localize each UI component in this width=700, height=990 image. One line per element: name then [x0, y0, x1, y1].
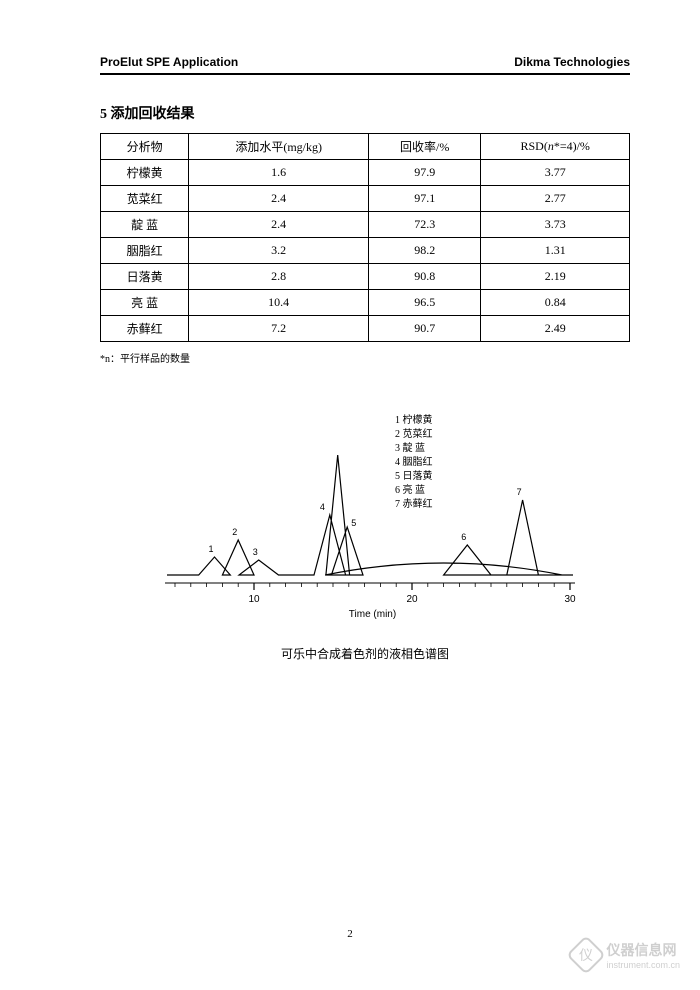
- table-cell: 1.6: [189, 160, 369, 186]
- table-cell: 2.77: [481, 186, 630, 212]
- svg-text:2: 2: [232, 527, 237, 537]
- svg-text:7: 7: [517, 487, 522, 497]
- table-cell: 72.3: [369, 212, 481, 238]
- table-cell: 10.4: [189, 290, 369, 316]
- page-header: ProElut SPE Application Dikma Technologi…: [100, 55, 630, 75]
- section-title: 5 添加回收结果: [100, 103, 630, 123]
- svg-text:1 柠檬黄: 1 柠檬黄: [395, 413, 433, 426]
- table-cell: 日落黄: [101, 264, 189, 290]
- svg-text:4: 4: [320, 502, 325, 512]
- svg-text:10: 10: [248, 594, 260, 605]
- table-cell: 90.7: [369, 316, 481, 342]
- table-header-row: 分析物 添加水平(mg/kg) 回收率/% RSD(n*=4)/%: [101, 134, 630, 160]
- table-row: 日落黄2.890.82.19: [101, 264, 630, 290]
- svg-text:6: 6: [461, 532, 466, 542]
- table-cell: 96.5: [369, 290, 481, 316]
- svg-text:1: 1: [209, 544, 214, 554]
- table-footnote: *n：平行样品的数量: [100, 350, 630, 365]
- watermark: 仪 仪器信息网 instrument.com.cn: [572, 940, 680, 970]
- table-cell: 2.4: [189, 212, 369, 238]
- col-spike: 添加水平(mg/kg): [189, 134, 369, 160]
- svg-text:2 苋菜红: 2 苋菜红: [395, 427, 433, 440]
- chart-caption: 可乐中合成着色剂的液相色谱图: [281, 645, 449, 662]
- chromatogram-chart: 10 20 30 Time (min) 1 2 3 4 5 6 7 1 柠檬黄2 苋菜红3 靛 蓝4 …: [100, 405, 630, 662]
- table-row: 亮 蓝10.496.50.84: [101, 290, 630, 316]
- header-left: ProElut SPE Application: [100, 55, 238, 69]
- table-cell: 2.8: [189, 264, 369, 290]
- table-cell: 亮 蓝: [101, 290, 189, 316]
- col-rsd: RSD(n*=4)/%: [481, 134, 630, 160]
- watermark-sub: instrument.com.cn: [606, 960, 680, 970]
- table-cell: 苋菜红: [101, 186, 189, 212]
- table-cell: 2.4: [189, 186, 369, 212]
- svg-text:7 赤藓红: 7 赤藓红: [395, 497, 433, 510]
- table-cell: 2.19: [481, 264, 630, 290]
- table-cell: 7.2: [189, 316, 369, 342]
- svg-text:30: 30: [564, 594, 576, 605]
- col-analyte: 分析物: [101, 134, 189, 160]
- watermark-text: 仪器信息网: [606, 940, 680, 960]
- svg-text:3: 3: [253, 547, 258, 557]
- table-cell: 赤藓红: [101, 316, 189, 342]
- table-cell: 2.49: [481, 316, 630, 342]
- table-cell: 98.2: [369, 238, 481, 264]
- svg-text:5 日落黄: 5 日落黄: [395, 469, 433, 482]
- table-cell: 柠檬黄: [101, 160, 189, 186]
- svg-text:5: 5: [351, 518, 356, 528]
- svg-text:3 靛 蓝: 3 靛 蓝: [395, 441, 425, 454]
- table-cell: 靛 蓝: [101, 212, 189, 238]
- svg-text:Time (min): Time (min): [349, 609, 396, 620]
- table-row: 胭脂红3.298.21.31: [101, 238, 630, 264]
- table-cell: 97.1: [369, 186, 481, 212]
- table-cell: 3.77: [481, 160, 630, 186]
- table-row: 柠檬黄1.697.93.77: [101, 160, 630, 186]
- table-cell: 胭脂红: [101, 238, 189, 264]
- table-row: 靛 蓝2.472.33.73: [101, 212, 630, 238]
- page-number: 2: [0, 928, 700, 940]
- table-cell: 0.84: [481, 290, 630, 316]
- table-cell: 3.2: [189, 238, 369, 264]
- svg-text:20: 20: [406, 594, 418, 605]
- table-row: 苋菜红2.497.12.77: [101, 186, 630, 212]
- table-cell: 90.8: [369, 264, 481, 290]
- recovery-table: 分析物 添加水平(mg/kg) 回收率/% RSD(n*=4)/% 柠檬黄1.6…: [100, 133, 630, 342]
- table-cell: 97.9: [369, 160, 481, 186]
- col-recovery: 回收率/%: [369, 134, 481, 160]
- watermark-icon: 仪: [567, 935, 607, 975]
- table-cell: 1.31: [481, 238, 630, 264]
- table-row: 赤藓红7.290.72.49: [101, 316, 630, 342]
- table-cell: 3.73: [481, 212, 630, 238]
- svg-text:4 胭脂红: 4 胭脂红: [395, 455, 433, 468]
- svg-text:6 亮 蓝: 6 亮 蓝: [395, 483, 425, 496]
- header-right: Dikma Technologies: [514, 55, 630, 69]
